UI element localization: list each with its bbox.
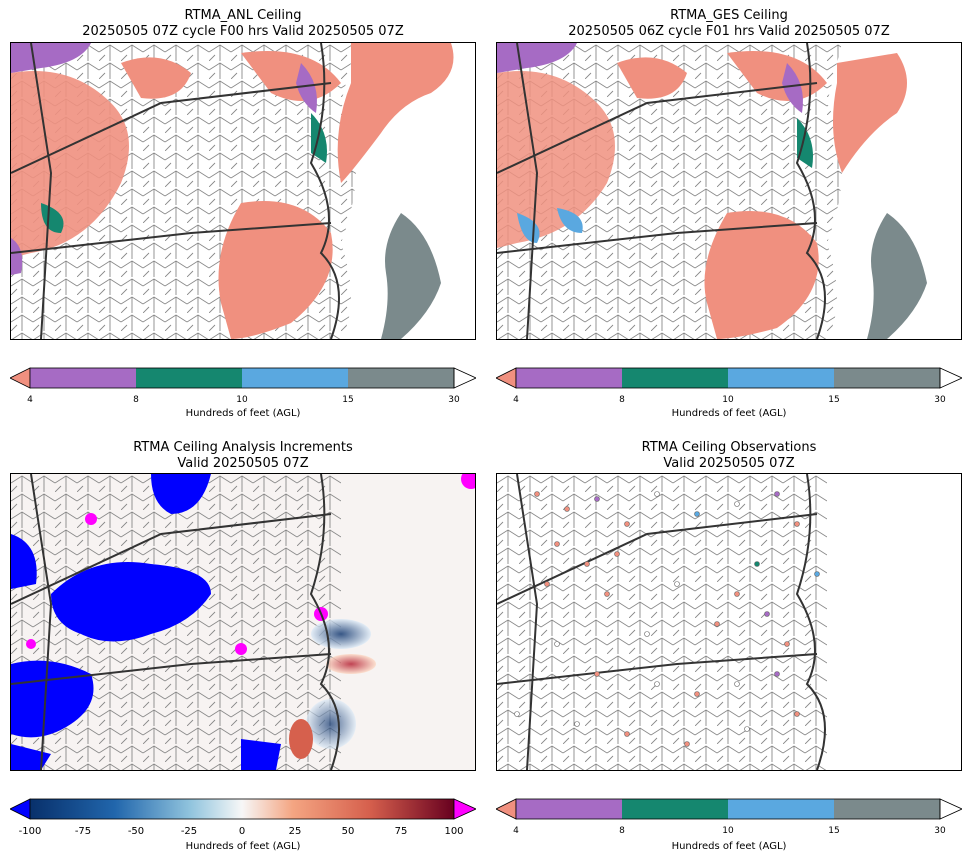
inc-colorbar-label: Hundreds of feet (AGL) bbox=[185, 841, 301, 852]
inc-tick: 0 bbox=[238, 826, 246, 837]
inc-tick: 75 bbox=[394, 826, 408, 837]
obs-colorbar-label: Hundreds of feet (AGL) bbox=[671, 841, 787, 852]
ges-tick: 8 bbox=[619, 395, 625, 405]
ges-tick: 30 bbox=[934, 395, 946, 405]
ges-colorbar bbox=[495, 367, 963, 389]
obs-colorbar bbox=[495, 798, 963, 820]
inc-tick: 25 bbox=[288, 826, 302, 837]
obs-tick: 4 bbox=[513, 826, 519, 836]
obs-title-line2: Valid 20250505 07Z bbox=[663, 456, 795, 471]
anl-title-line1: RTMA_ANL Ceiling bbox=[184, 8, 302, 23]
anl-colorbar-label: Hundreds of feet (AGL) bbox=[185, 408, 301, 419]
inc-tick: 50 bbox=[341, 826, 355, 837]
anl-tick: 10 bbox=[236, 395, 248, 405]
ges-map[interactable] bbox=[496, 42, 962, 340]
ges-tick: 4 bbox=[513, 395, 519, 405]
ges-title-line1: RTMA_GES Ceiling bbox=[670, 8, 788, 23]
ges-colorbar-label: Hundreds of feet (AGL) bbox=[671, 408, 787, 419]
anl-map[interactable] bbox=[10, 42, 476, 340]
obs-station-markers bbox=[514, 491, 820, 747]
anl-tick: 30 bbox=[448, 395, 460, 405]
inc-title-line1: RTMA Ceiling Analysis Increments bbox=[133, 440, 353, 455]
inc-tick: 100 bbox=[444, 826, 464, 837]
obs-map[interactable] bbox=[496, 473, 962, 771]
inc-tick: -75 bbox=[74, 826, 92, 837]
inc-tick: -25 bbox=[180, 826, 198, 837]
anl-colorbar bbox=[9, 367, 477, 389]
anl-tick: 15 bbox=[342, 395, 354, 405]
anl-tick: 8 bbox=[133, 395, 139, 405]
inc-colorbar bbox=[9, 798, 477, 820]
ges-tick: 10 bbox=[722, 395, 734, 405]
obs-title: RTMA Ceiling Observations Valid 20250505… bbox=[496, 440, 962, 472]
obs-tick: 10 bbox=[722, 826, 734, 836]
obs-tick: 8 bbox=[619, 826, 625, 836]
ges-title-line2: 20250505 06Z cycle F01 hrs Valid 2025050… bbox=[568, 24, 890, 39]
inc-tick: -100 bbox=[18, 826, 42, 837]
anl-title: RTMA_ANL Ceiling 20250505 07Z cycle F00 … bbox=[10, 8, 476, 40]
inc-tick: -50 bbox=[127, 826, 145, 837]
anl-tick: 4 bbox=[27, 395, 33, 405]
inc-title-line2: Valid 20250505 07Z bbox=[177, 456, 309, 471]
ges-tick: 15 bbox=[828, 395, 840, 405]
ges-title: RTMA_GES Ceiling 20250505 06Z cycle F01 … bbox=[496, 8, 962, 40]
obs-title-line1: RTMA Ceiling Observations bbox=[641, 440, 817, 455]
obs-tick: 15 bbox=[828, 826, 840, 836]
obs-tick: 30 bbox=[934, 826, 946, 836]
inc-map[interactable] bbox=[10, 473, 476, 771]
anl-title-line2: 20250505 07Z cycle F00 hrs Valid 2025050… bbox=[82, 24, 404, 39]
inc-title: RTMA Ceiling Analysis Increments Valid 2… bbox=[10, 440, 476, 472]
